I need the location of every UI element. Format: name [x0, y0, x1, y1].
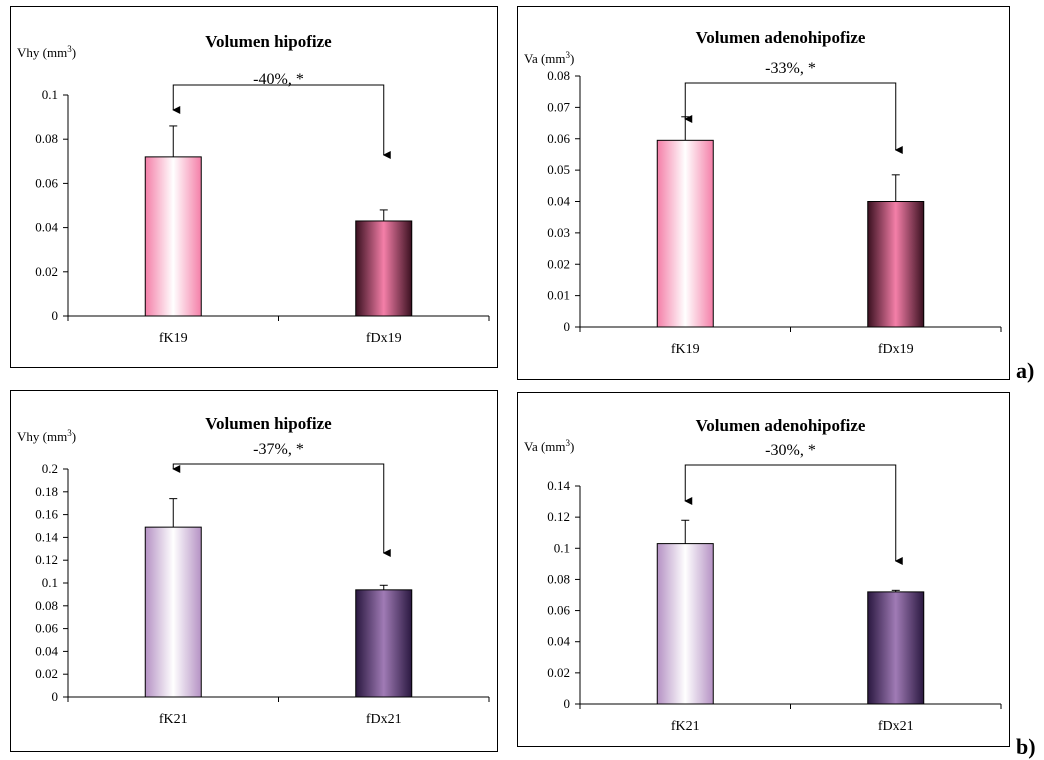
y-tick-label: 0.2 [42, 461, 58, 476]
y-tick-label: 0.04 [35, 220, 58, 235]
y-tick-label: 0 [564, 696, 571, 711]
significance-bracket [684, 464, 903, 565]
y-tick-label: 0.08 [547, 571, 570, 586]
significance-bracket [172, 84, 391, 159]
y-axis-label: Vhy (mm3) [17, 428, 76, 444]
x-tick-label: fK19 [159, 331, 188, 346]
bar-fK19 [144, 156, 202, 317]
y-tick-label: 0.14 [35, 529, 58, 544]
chart-title: Volumen hipofize [205, 32, 332, 51]
y-tick-label: 0 [52, 308, 59, 323]
y-tick-label: 0.02 [35, 666, 58, 681]
chart-panel-a-left: Volumen hipofize Vhy (mm3) 0 0.02 0.04 0.06 0.… [10, 6, 498, 368]
bar-fDx21 [355, 589, 413, 698]
bar-fDx19 [355, 220, 413, 317]
y-tick-label: 0.07 [547, 99, 570, 114]
chart-title: Volumen adenohipofize [696, 416, 866, 435]
y-tick-label: 0.1 [554, 540, 570, 555]
y-tick-label: 0.14 [547, 478, 570, 493]
y-tick-label: 0.08 [35, 598, 58, 613]
bar-fK21 [656, 543, 714, 705]
y-axis-label: Va (mm3) [524, 438, 574, 454]
y-tick-label: 0.04 [35, 643, 58, 658]
y-tick-label: 0.08 [547, 68, 570, 83]
y-tick-label: 0.02 [35, 264, 58, 279]
x-tick-label: fK21 [671, 719, 700, 734]
significance-bracket [684, 82, 903, 154]
y-tick-label: 0.06 [35, 621, 58, 636]
y-tick-label: 0.16 [35, 507, 58, 522]
chart-b-right: Volumen adenohipofize Va (mm3) 0 0.02 0.04 0.… [524, 416, 1002, 734]
y-tick-label: 0.1 [42, 575, 58, 590]
y-tick-label: 0 [564, 319, 571, 334]
y-tick-label: 0.03 [547, 225, 570, 240]
y-tick-label: 0.02 [547, 256, 570, 271]
y-tick-label: 0.04 [547, 634, 570, 649]
y-tick-label: 0.1 [42, 87, 58, 102]
panel-label-b: b) [1016, 734, 1036, 759]
significance-bracket [172, 463, 391, 557]
significance-label: -37%, * [253, 441, 304, 458]
y-tick-label: 0.06 [35, 175, 58, 190]
significance-label: -30%, * [765, 442, 816, 459]
y-tick-label: 0.12 [35, 552, 58, 567]
y-axis-label: Va (mm3) [524, 50, 574, 66]
panel-label-a: a) [1016, 358, 1035, 383]
x-tick-label: fDx19 [878, 342, 914, 357]
bar-fK19 [656, 139, 714, 328]
bar-fDx21 [867, 591, 925, 705]
y-tick-label: 0 [52, 689, 59, 704]
x-tick-label: fK19 [671, 342, 700, 357]
y-tick-label: 0.05 [547, 162, 570, 177]
bar-fDx19 [867, 201, 925, 328]
chart-panel-b-left: Volumen hipofize Vhy (mm3) 0 0.02 0.04 0.06 0.… [10, 390, 498, 752]
chart-panel-b-right: Volumen adenohipofize Va (mm3) 0 0.02 0.04 0.… [517, 392, 1010, 747]
x-tick-label: fDx21 [878, 719, 914, 734]
x-tick-label: fK21 [159, 712, 188, 727]
chart-b-left: Volumen hipofize Vhy (mm3) 0 0.02 0.04 0.06 0.… [17, 414, 490, 727]
bar-fK21 [144, 526, 202, 698]
chart-title: Volumen hipofize [205, 414, 332, 433]
chart-panel-a-right: Volumen adenohipofize Va (mm3) 0 0.01 0.02 0.… [517, 6, 1010, 380]
y-tick-label: 0.12 [547, 509, 570, 524]
y-tick-label: 0.18 [35, 484, 58, 499]
y-tick-label: 0.04 [547, 194, 570, 209]
x-tick-label: fDx21 [366, 712, 402, 727]
chart-a-right: Volumen adenohipofize Va (mm3) 0 0.01 0.02 0.… [524, 28, 1002, 357]
chart-title: Volumen adenohipofize [696, 28, 866, 47]
chart-a-left: Volumen hipofize Vhy (mm3) 0 0.02 0.04 0.06 0.… [17, 32, 490, 346]
x-tick-label: fDx19 [366, 331, 402, 346]
y-tick-label: 0.01 [547, 288, 570, 303]
y-tick-label: 0.06 [547, 131, 570, 146]
y-tick-label: 0.02 [547, 665, 570, 680]
y-axis-label: Vhy (mm3) [17, 44, 76, 60]
significance-label: -40%, * [253, 71, 304, 88]
y-tick-label: 0.08 [35, 131, 58, 146]
significance-label: -33%, * [765, 60, 816, 77]
y-tick-label: 0.06 [547, 603, 570, 618]
